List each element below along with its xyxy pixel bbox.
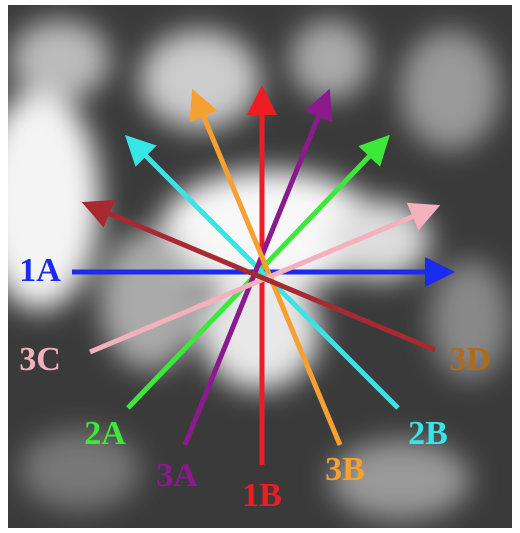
label: 3B: [325, 451, 365, 488]
arrows: [72, 85, 455, 465]
label: 2A: [84, 415, 126, 452]
label: 1A: [19, 252, 61, 289]
arrow-3d: [81, 199, 436, 353]
label: 3C: [19, 341, 61, 378]
arrow-3c: [89, 202, 441, 355]
label: 2B: [408, 415, 448, 452]
arrow-3b: [189, 88, 343, 446]
arrow-2b: [124, 134, 400, 410]
label: 1B: [242, 477, 282, 514]
labels: 1A 1B 2A 2B 3A 3B 3C 3D: [19, 252, 491, 514]
label: 3D: [449, 341, 491, 378]
arrow-3a: [182, 88, 333, 446]
label: 3A: [156, 457, 198, 494]
